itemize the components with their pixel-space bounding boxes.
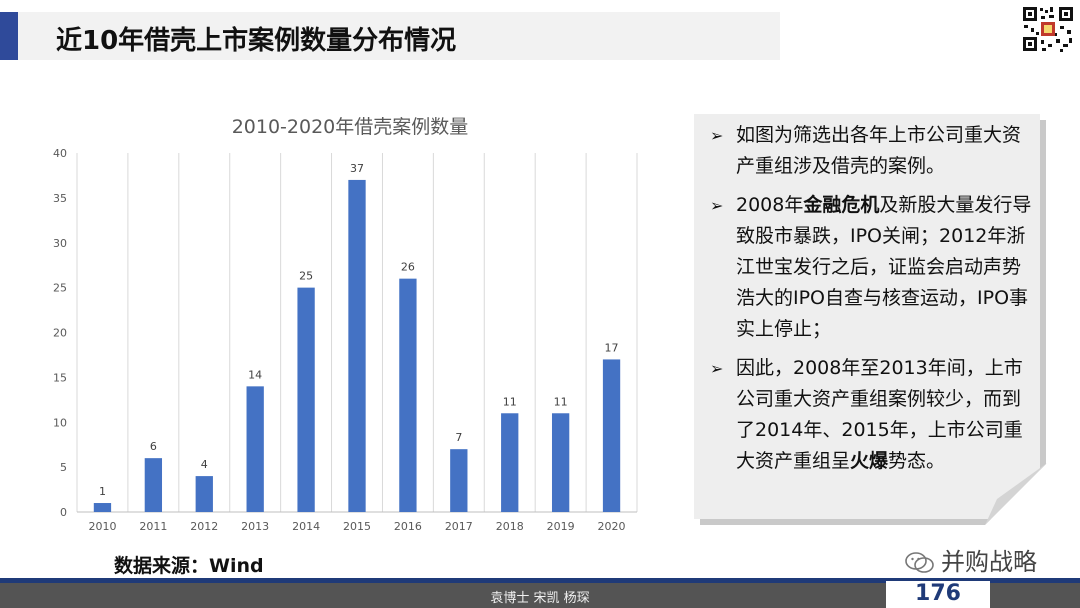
x-tick-label: 2010: [88, 520, 116, 533]
chart-title: 2010-2020年借壳案例数量: [231, 116, 469, 138]
text-panel: [694, 114, 1040, 519]
bullet-item: ➢ 如图为筛选出各年上市公司重大资产重组涉及借壳的案例。: [708, 120, 1038, 182]
watermark: 并购战略: [905, 542, 1037, 577]
data-source: 数据来源：Wind: [114, 555, 264, 577]
bullet-text: 及新股大量发行导致股市暴跌，IPO关闸；2012年浙江世宝发行之后，证监会启动声…: [736, 194, 1032, 340]
bar-chart: 0 5 10 15 20 25 30 35 40 1 2010 6 2011 4 2012 14 2013 25 2…: [53, 147, 638, 533]
title-accent: [0, 12, 18, 60]
qr-code-icon: [1020, 4, 1076, 54]
y-tick-label: 10: [53, 416, 67, 429]
bullet-text: 势态。: [888, 450, 946, 472]
x-tick-label: 2016: [394, 520, 422, 533]
x-tick-label: 2014: [292, 520, 320, 533]
title-bar: [0, 12, 780, 60]
bar: [602, 359, 621, 512]
x-tick-label: 2020: [598, 520, 626, 533]
x-tick-label: 2011: [139, 520, 167, 533]
y-tick-label: 40: [53, 147, 67, 160]
bullet-emphasis: 火爆: [850, 450, 889, 472]
data-label: 11: [554, 395, 568, 408]
y-tick-label: 35: [53, 192, 67, 205]
page-curl: [985, 463, 1047, 525]
bullet-text: 如图为筛选出各年上市公司重大资产重组涉及借壳的案例。: [736, 124, 1022, 177]
data-label: 17: [605, 341, 619, 354]
x-tick-label: 2019: [547, 520, 575, 533]
bullet-item: ➢ 2008年金融危机及新股大量发行导致股市暴跌，IPO关闸；2012年浙江世宝发…: [708, 190, 1038, 345]
bar: [297, 287, 315, 512]
data-label: 25: [299, 270, 313, 283]
bar: [246, 386, 264, 512]
footer-authors: 袁博士 宋凯 杨琛: [490, 591, 590, 606]
data-label: 26: [401, 261, 415, 274]
y-tick-label: 5: [60, 461, 67, 474]
x-tick-label: 2013: [241, 520, 269, 533]
x-tick-label: 2015: [343, 520, 371, 533]
x-tick-label: 2012: [190, 520, 218, 533]
x-tick-label: 2017: [445, 520, 473, 533]
footer-rule: [0, 578, 1080, 583]
data-label: 1: [99, 485, 106, 498]
y-tick-label: 15: [53, 371, 67, 384]
bullet-arrow-icon: ➢: [710, 196, 724, 215]
data-label: 4: [201, 458, 208, 471]
y-tick-label: 30: [53, 237, 67, 250]
wechat-icon: [905, 552, 934, 573]
bullet-arrow-icon: ➢: [710, 126, 724, 145]
bullet-emphasis: 金融危机: [803, 194, 880, 216]
data-label: 11: [503, 395, 517, 408]
bar: [450, 449, 468, 512]
bullet-text: 2008年: [736, 194, 804, 216]
bullet-arrow-icon: ➢: [710, 359, 724, 378]
bar: [501, 413, 519, 512]
bar: [195, 476, 213, 512]
bullet-text: 因此，2008年至2013年间，上市公司重大资产重组案例较少，而到了2014年、…: [736, 357, 1023, 472]
bullet-list: ➢ 如图为筛选出各年上市公司重大资产重组涉及借壳的案例。 ➢ 2008年金融危机及新股…: [708, 120, 1038, 485]
data-label: 37: [350, 162, 364, 175]
bullet-item: ➢ 因此，2008年至2013年间，上市公司重大资产重组案例较少，而到了2014年…: [708, 353, 1038, 477]
y-tick-label: 0: [60, 506, 67, 519]
bar: [348, 179, 366, 513]
bar: [144, 458, 163, 512]
watermark-text: 并购战略: [941, 548, 1037, 576]
data-label: 7: [455, 431, 462, 444]
y-tick-label: 20: [53, 327, 67, 340]
data-label: 14: [248, 368, 262, 381]
bar: [399, 278, 417, 512]
data-label: 6: [150, 440, 157, 453]
y-tick-label: 25: [53, 282, 67, 295]
page-number: 176: [886, 578, 990, 608]
x-tick-label: 2018: [496, 520, 524, 533]
bar: [551, 413, 570, 512]
bar: [93, 503, 112, 512]
page-title: 近10年借壳上市案例数量分布情况: [56, 26, 457, 56]
